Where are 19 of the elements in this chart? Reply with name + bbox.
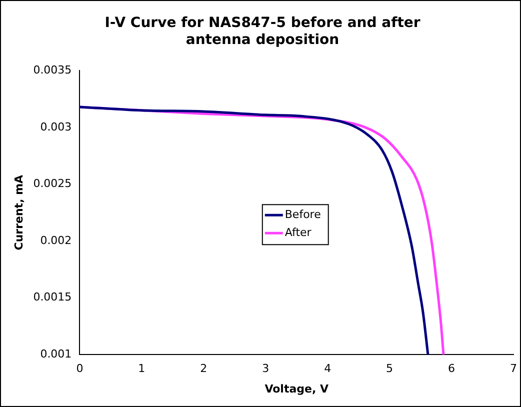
y-tick-label: 0.003 [40,120,72,134]
x-tick-label: 4 [324,362,332,376]
x-tick-label: 0 [76,362,84,376]
chart-title: I-V Curve for NAS847-5 before and after antenna deposition [104,15,420,48]
x-tick-label: 6 [448,362,456,376]
y-tick-label: 0.0015 [33,290,72,304]
y-tick-label: 0.001 [40,347,72,360]
legend-label: After [284,226,312,239]
x-tick-label: 2 [200,362,208,376]
x-tick-label: 1 [138,362,146,376]
y-tick-label: 0.0035 [33,63,72,76]
x-axis-title: Voltage, V [264,382,329,396]
x-tick-label: 7 [510,362,517,376]
x-tick-label: 3 [262,362,270,376]
y-tick-label: 0.002 [40,234,72,247]
x-tick-label: 5 [386,362,394,376]
y-tick-label: 0.0025 [33,177,72,190]
y-axis-title: Current, mA [12,174,26,250]
legend-label: Before [284,208,322,221]
